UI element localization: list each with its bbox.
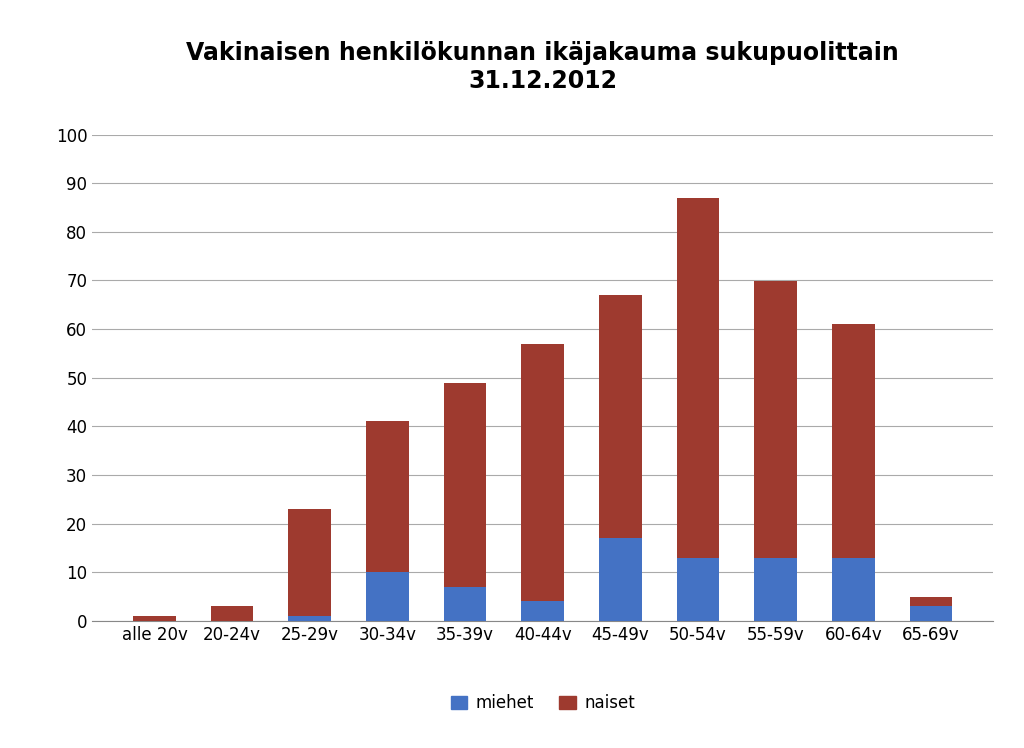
- Bar: [755, 557, 797, 621]
- Bar: [521, 601, 564, 621]
- Bar: [521, 344, 564, 601]
- Bar: [755, 280, 797, 557]
- Bar: [366, 421, 409, 572]
- Bar: [599, 295, 642, 539]
- Bar: [831, 324, 874, 557]
- Bar: [909, 597, 952, 606]
- Bar: [443, 383, 486, 586]
- Bar: [909, 606, 952, 621]
- Text: Vakinaisen henkilökunnan ikäjakauma sukupuolittain
31.12.2012: Vakinaisen henkilökunnan ikäjakauma suku…: [186, 41, 899, 94]
- Bar: [443, 586, 486, 621]
- Bar: [831, 557, 874, 621]
- Bar: [599, 539, 642, 621]
- Bar: [677, 557, 720, 621]
- Bar: [133, 616, 176, 621]
- Bar: [677, 198, 720, 557]
- Legend: miehet, naiset: miehet, naiset: [444, 687, 641, 719]
- Bar: [366, 572, 409, 621]
- Bar: [289, 509, 331, 616]
- Bar: [211, 606, 254, 621]
- Bar: [289, 616, 331, 621]
